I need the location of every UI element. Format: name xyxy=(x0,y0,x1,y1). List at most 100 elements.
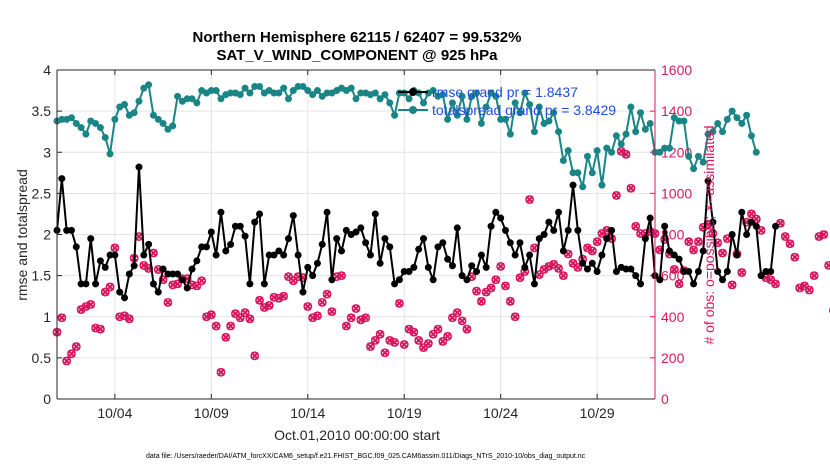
rmse-point-12 xyxy=(111,251,119,259)
totalspread-point-86 xyxy=(468,92,476,100)
totalspread-point-53 xyxy=(309,91,317,99)
rmse-point-131 xyxy=(685,268,693,276)
y-right-axis-label: # of obs: o=possible; ×=assimilated xyxy=(701,125,717,344)
rmse-point-69 xyxy=(386,243,394,251)
rmse-point-31 xyxy=(203,243,210,251)
rmse-point-41 xyxy=(251,218,259,226)
obs-possible-point-91 xyxy=(491,275,501,285)
obs-assimilated-point-11 xyxy=(106,283,114,291)
obs-assimilated-point-61 xyxy=(347,313,356,322)
totalspread-point-110 xyxy=(583,152,591,160)
rmse-point-6 xyxy=(82,280,90,288)
totalspread-point-127 xyxy=(665,144,673,152)
totalspread-point-93 xyxy=(502,115,509,123)
obs-assimilated-point-157 xyxy=(810,271,819,280)
obs-possible-point-80 xyxy=(438,337,448,346)
rmse-point-108 xyxy=(574,226,582,234)
rmse-point-127 xyxy=(665,247,673,255)
obs-possible-point-94 xyxy=(505,296,515,306)
obs-assimilated-point-70 xyxy=(390,338,399,347)
rmse-point-9 xyxy=(96,257,104,265)
y-tick-label-5: 2.5 xyxy=(32,185,52,201)
rmse-point-99 xyxy=(530,280,538,288)
obs-assimilated-point-151 xyxy=(781,232,790,241)
rmse-point-32 xyxy=(207,228,215,236)
obs-assimilated-point-14 xyxy=(120,311,129,320)
x-axis-label: Oct.01,2010 00:00:00 start xyxy=(274,427,440,443)
rmse-point-62 xyxy=(352,228,360,236)
obs-possible-point-61 xyxy=(346,313,356,323)
obs-possible-point-10 xyxy=(100,287,110,297)
obs-possible-point-151 xyxy=(780,232,790,241)
obs-assimilated-point-2 xyxy=(62,357,71,365)
obs-assimilated-point-95 xyxy=(511,312,520,321)
totalspread-point-28 xyxy=(188,95,196,103)
totalspread-point-96 xyxy=(516,109,524,117)
obs-possible-point-82 xyxy=(448,313,457,323)
totalspread-point-42 xyxy=(256,82,264,90)
totalspread-point-104 xyxy=(555,128,563,136)
rmse-point-49 xyxy=(289,212,297,220)
totalspread-point-138 xyxy=(719,128,727,136)
rmse-point-113 xyxy=(598,251,606,259)
rmse-point-14 xyxy=(121,294,129,302)
rmse-point-93 xyxy=(502,226,509,234)
totalspread-point-29 xyxy=(193,99,201,107)
obs-possible-point-56 xyxy=(322,289,332,299)
rmse-point-65 xyxy=(366,251,374,259)
obs-assimilated-point-104 xyxy=(554,264,563,273)
rmse-point-101 xyxy=(540,231,548,238)
obs-assimilated-point-20 xyxy=(149,249,158,257)
rmse-point-115 xyxy=(608,226,616,234)
obs-assimilated-point-128 xyxy=(670,265,679,274)
rmse-point-45 xyxy=(270,251,278,259)
legend-spread-label: totalspread grand pr = 3.8429 xyxy=(432,102,616,118)
rmse-point-3 xyxy=(67,226,75,234)
rmse-point-83 xyxy=(453,224,461,232)
totalspread-point-117 xyxy=(617,140,625,148)
rmse-point-55 xyxy=(318,240,326,248)
rmse-point-136 xyxy=(709,218,717,226)
obs-assimilated-point-153 xyxy=(790,253,799,262)
totalspread-point-55 xyxy=(318,92,326,100)
y-tick-label-2: 1 xyxy=(43,309,51,325)
totalspread-point-100 xyxy=(535,103,543,111)
obs-possible-point-11 xyxy=(105,282,115,292)
obs-possible-point-3 xyxy=(67,349,76,359)
rmse-point-102 xyxy=(545,218,553,226)
obs-possible-point-52 xyxy=(303,302,313,311)
y-tick-label-8: 4 xyxy=(43,62,51,78)
obs-possible-point-57 xyxy=(327,307,337,317)
obs-assimilated-point-35 xyxy=(221,333,230,342)
obs-possible-point-36 xyxy=(226,321,236,331)
obs-assimilated-point-105 xyxy=(559,271,568,280)
rmse-point-48 xyxy=(284,235,292,243)
rmse-point-38 xyxy=(236,222,244,230)
rmse-point-59 xyxy=(338,247,346,255)
totalspread-series xyxy=(53,81,760,191)
obs-assimilated-point-23 xyxy=(164,298,172,307)
obs-assimilated-point-9 xyxy=(96,325,105,333)
totalspread-point-105 xyxy=(559,156,567,164)
totalspread-point-73 xyxy=(405,95,413,103)
totalspread-point-67 xyxy=(376,95,384,103)
obs-assimilated-point-152 xyxy=(786,239,794,248)
rmse-point-77 xyxy=(424,263,432,271)
totalspread-point-69 xyxy=(386,99,394,107)
obs-assimilated-point-46 xyxy=(274,294,283,303)
rmse-point-66 xyxy=(371,210,379,218)
obs-assimilated-point-113 xyxy=(598,229,606,238)
rmse-point-141 xyxy=(733,251,741,259)
obs-assimilated-point-149 xyxy=(771,279,780,288)
totalspread-point-89 xyxy=(482,103,490,111)
obs-assimilated-point-81 xyxy=(443,332,452,341)
rmse-point-43 xyxy=(260,280,268,288)
obs-assimilated-point-33 xyxy=(212,322,221,330)
y-axis-ticks: 0 0.5 1 1.5 2 2.5 3 3.5 4 xyxy=(32,62,62,407)
totalspread-point-21 xyxy=(154,115,162,123)
rmse-point-88 xyxy=(477,251,485,259)
obs-assimilated-point-129 xyxy=(675,279,684,288)
axes-frame xyxy=(56,69,656,400)
obs-assimilated-point-92 xyxy=(496,262,505,271)
totalspread-point-52 xyxy=(304,87,312,95)
